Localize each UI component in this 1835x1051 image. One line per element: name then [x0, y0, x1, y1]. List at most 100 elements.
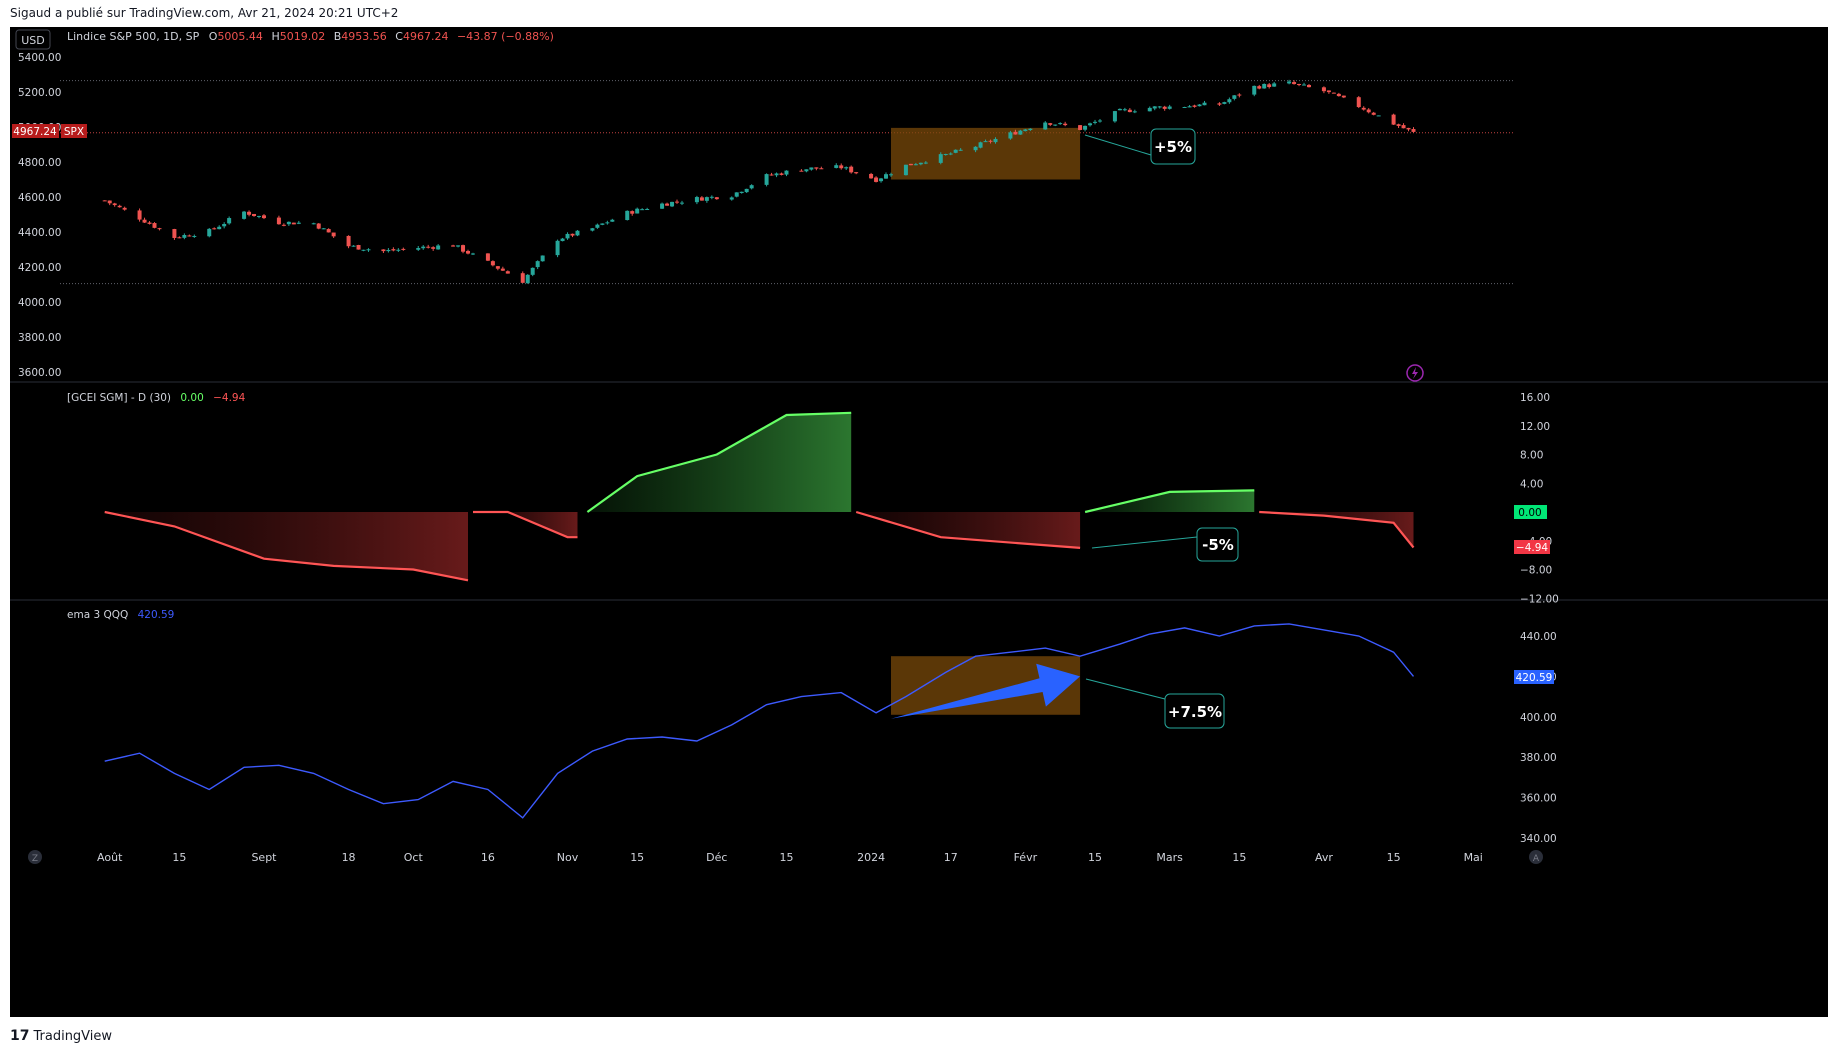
candle: [351, 245, 356, 247]
candle: [1252, 85, 1257, 97]
candle: [1127, 108, 1132, 113]
candle: [799, 169, 804, 172]
timezone-button[interactable]: Z: [28, 850, 42, 864]
candle-body: [1272, 83, 1277, 87]
candle: [764, 173, 769, 187]
ema-callout[interactable]: +7.5%: [1164, 693, 1225, 729]
candle: [1331, 92, 1336, 94]
candle-body: [923, 162, 928, 164]
candle-body: [943, 153, 948, 155]
candle-body: [774, 173, 779, 176]
gcei-callout[interactable]: -5%: [1196, 527, 1239, 562]
candle: [1391, 113, 1396, 125]
candle: [784, 170, 789, 177]
candle-body: [679, 202, 684, 204]
candle-body: [331, 232, 336, 237]
candle: [575, 230, 580, 237]
ema-trend-arrow[interactable]: [891, 663, 1081, 719]
candle: [888, 172, 893, 177]
x-tick-label: 15: [172, 851, 186, 864]
candle: [1122, 107, 1127, 112]
candlestick-series[interactable]: [102, 79, 1416, 284]
candle-body: [535, 261, 540, 268]
candle-body: [451, 245, 456, 247]
candle-body: [391, 249, 396, 251]
candle-body: [1227, 99, 1232, 103]
candle-body: [1391, 114, 1396, 125]
currency-button[interactable]: USD: [15, 29, 51, 50]
candle: [1197, 104, 1202, 107]
candle: [331, 232, 336, 238]
candle: [884, 172, 889, 179]
candle: [913, 162, 918, 166]
candle: [1058, 122, 1063, 125]
candle: [804, 169, 809, 173]
candle-body: [436, 245, 441, 250]
candle: [1321, 86, 1326, 94]
candle-body: [1217, 103, 1222, 105]
candle-body: [177, 237, 182, 239]
candle: [1297, 83, 1302, 87]
x-tick-label: 15: [1387, 851, 1401, 864]
candle-body: [1411, 129, 1416, 132]
candle: [1376, 115, 1381, 117]
candle-body: [530, 267, 535, 275]
candle: [381, 249, 386, 253]
candle: [645, 207, 650, 211]
candle-body: [346, 235, 351, 247]
candle-body: [874, 177, 879, 182]
x-tick-label: 15: [1232, 851, 1246, 864]
candle: [874, 176, 879, 183]
lightning-icon[interactable]: [1406, 364, 1424, 382]
candle-body: [908, 163, 913, 166]
time-x-axis[interactable]: Août 15 Sept 18 Oct 16 Nov 15 Déc 15 2024 17 Févr 15 M…: [97, 851, 1483, 864]
candle: [540, 255, 545, 262]
x-tick-label: 18: [342, 851, 356, 864]
legend-b-label: B: [334, 30, 342, 43]
candle: [1272, 81, 1277, 87]
candle: [1371, 111, 1376, 116]
candle-body: [296, 222, 301, 224]
candle: [157, 227, 162, 231]
candle-body: [466, 250, 471, 254]
candle: [1167, 104, 1172, 110]
gcei-line: [855, 510, 1081, 549]
price-callout[interactable]: +5%: [1150, 128, 1196, 165]
candle: [1147, 106, 1152, 112]
candle-body: [212, 228, 217, 230]
candle: [734, 192, 739, 198]
candle-body: [421, 246, 426, 249]
candle: [535, 260, 540, 270]
candle: [679, 200, 684, 206]
gcei-legend: [GCEI SGM] - D (30) 0.00 −4.94: [67, 392, 246, 404]
candle-body: [903, 164, 908, 176]
candle-body: [884, 174, 889, 179]
candle-body: [729, 197, 734, 200]
auto-scale-button[interactable]: A: [1529, 850, 1543, 864]
gcei-area-series[interactable]: [104, 411, 1415, 582]
tradingview-logo: 17: [10, 1028, 30, 1044]
candle: [610, 218, 615, 222]
price-y-axis[interactable]: 5400.005200.005000.004800.004600.004400.…: [18, 52, 61, 379]
candle-body: [351, 245, 356, 247]
candle-body: [1112, 111, 1117, 122]
candle-body: [1202, 102, 1207, 106]
candle-body: [122, 207, 127, 210]
candle-body: [1127, 109, 1132, 113]
ema-line-series[interactable]: [104, 623, 1415, 819]
candle: [744, 188, 749, 193]
gcei-area-negative: [472, 512, 578, 538]
candle-body: [1336, 93, 1341, 97]
candle: [1306, 84, 1311, 88]
price-highlight-box[interactable]: [890, 127, 1081, 180]
candle: [391, 247, 396, 252]
candle: [660, 202, 665, 209]
chart-area[interactable]: 5400.005200.005000.004800.004600.004400.…: [10, 27, 1828, 1017]
candle: [1257, 84, 1262, 90]
candle-body: [1167, 106, 1172, 109]
gcei-legend-name: [GCEI SGM] - D (30): [67, 392, 171, 404]
candle: [943, 153, 948, 156]
chart-svg[interactable]: 5400.005200.005000.004800.004600.004400.…: [10, 27, 1828, 1017]
candle-body: [505, 271, 510, 274]
candle-body: [570, 233, 575, 236]
